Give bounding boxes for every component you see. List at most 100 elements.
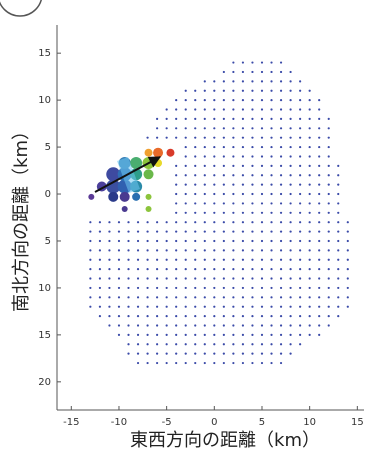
grid-point <box>184 89 187 92</box>
grid-point <box>194 286 197 290</box>
grid-point <box>127 239 130 243</box>
grid-point <box>136 277 140 280</box>
grid-point <box>194 249 197 252</box>
grid-point <box>156 249 159 252</box>
grid-point <box>260 239 264 243</box>
x-tick-label: -10 <box>111 417 127 428</box>
grid-point <box>279 249 283 252</box>
grid-point <box>270 314 273 318</box>
grid-point <box>222 127 225 130</box>
grid-point <box>251 333 254 336</box>
grid-point <box>165 221 168 224</box>
grid-point <box>222 136 225 139</box>
grid-point <box>299 192 302 196</box>
grid-point <box>194 174 197 177</box>
grid-point <box>289 239 292 243</box>
grid-point <box>156 305 159 308</box>
grid-point <box>251 305 254 308</box>
grid-point <box>251 80 254 83</box>
grid-point <box>289 324 292 327</box>
grid-point <box>175 211 178 214</box>
grid-point <box>156 230 159 233</box>
grid-point <box>203 286 206 290</box>
grid-point <box>222 80 225 83</box>
grid-point <box>251 108 254 111</box>
grid-point <box>232 268 235 271</box>
grid-point <box>184 277 187 280</box>
grid-point <box>175 127 178 130</box>
grid-point <box>117 239 121 243</box>
grid-point <box>146 258 149 261</box>
grid-point <box>299 221 302 224</box>
grid-point <box>270 61 273 64</box>
grid-point <box>203 174 206 177</box>
grid-point <box>289 268 292 271</box>
grid-point <box>289 258 292 261</box>
grid-point <box>346 296 349 299</box>
grid-point <box>184 211 187 214</box>
grid-point <box>127 352 130 355</box>
grid-point <box>136 268 140 271</box>
grid-point <box>222 117 225 121</box>
grid-point <box>232 324 235 327</box>
grid-point <box>279 305 283 308</box>
grid-point <box>270 230 273 233</box>
grid-point <box>194 343 197 346</box>
grid-point <box>127 343 130 346</box>
grid-point <box>222 258 225 261</box>
logo <box>0 0 42 17</box>
grid-point <box>241 296 245 299</box>
grid-point <box>337 202 340 205</box>
grid-point <box>337 305 340 308</box>
grid-point <box>251 258 254 261</box>
grid-point <box>270 117 273 121</box>
grid-point <box>318 183 321 186</box>
grid-point <box>279 136 283 139</box>
grid-point <box>318 145 321 149</box>
grid-point <box>279 127 283 130</box>
grid-point <box>279 230 283 233</box>
grid-point <box>270 268 273 271</box>
grid-point <box>175 249 178 252</box>
grid-point <box>318 99 321 102</box>
grid-point <box>146 230 149 233</box>
grid-point <box>241 277 245 280</box>
grid-point <box>251 174 254 177</box>
grid-point <box>251 89 254 92</box>
grid-point <box>327 305 330 308</box>
y-tick-label: 20 <box>38 377 51 388</box>
grid-point <box>232 305 235 308</box>
grid-point <box>270 136 273 139</box>
slip-bubble <box>121 206 128 213</box>
grid-point <box>289 230 292 233</box>
grid-point <box>175 314 178 318</box>
grid-point <box>279 164 283 167</box>
grid-point <box>279 174 283 177</box>
grid-point <box>203 117 206 121</box>
grid-point <box>270 99 273 102</box>
grid-point <box>213 249 216 252</box>
grid-point <box>289 352 292 355</box>
grid-point <box>232 361 235 365</box>
slip-bubble <box>130 157 143 170</box>
grid-point <box>270 305 273 308</box>
grid-point <box>270 324 273 327</box>
grid-point <box>165 117 168 121</box>
grid-point <box>213 361 216 365</box>
grid-point <box>127 230 130 233</box>
grid-point <box>213 117 216 121</box>
grid-point <box>279 352 283 355</box>
x-tick-label: 15 <box>351 417 364 428</box>
grid-point <box>241 108 245 111</box>
grid-point <box>184 343 187 346</box>
grid-point <box>279 314 283 318</box>
grid-point <box>222 268 225 271</box>
grid-point <box>289 333 292 336</box>
grid-point <box>308 202 311 205</box>
grid-point <box>241 333 245 336</box>
grid-point <box>222 183 225 186</box>
grid-point <box>222 333 225 336</box>
grid-point <box>165 277 168 280</box>
grid-point <box>213 258 216 261</box>
